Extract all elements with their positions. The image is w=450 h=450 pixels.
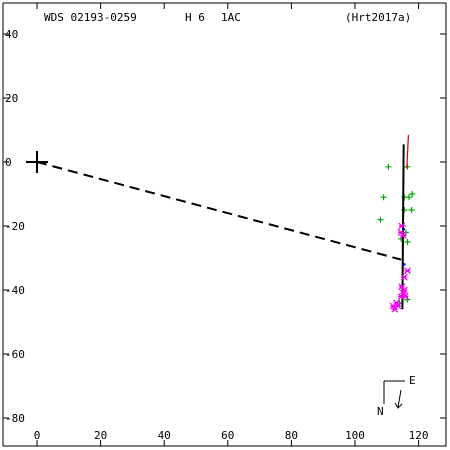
green-plus-point [377, 216, 384, 223]
magenta-x-point [399, 232, 407, 240]
header-ref: (Hrt2017a) [345, 11, 411, 24]
red-segment [406, 134, 410, 169]
green-plus-point [406, 194, 413, 201]
magenta-x-point [391, 305, 399, 313]
plot-frame [2, 2, 447, 447]
x-tick-label: 20 [94, 429, 107, 442]
x-tick-labels: 0 20 40 60 80 100 120 [34, 429, 429, 442]
compass-north-label: N [377, 405, 384, 418]
chart-series [26, 134, 416, 313]
x-tick-label: 0 [34, 429, 41, 442]
x-tick-label: 80 [285, 429, 298, 442]
y-tick-label: 0 [5, 156, 12, 169]
y-tick-label: -40 [5, 284, 25, 297]
magenta-x-point [397, 228, 405, 236]
header-ac: 1AC [221, 11, 241, 24]
compass-icon: E N [377, 374, 416, 418]
y-tick-label: -20 [5, 220, 25, 233]
compass-east-label: E [409, 374, 416, 387]
plot-border [2, 2, 447, 447]
green-plus-point [404, 296, 411, 303]
axis-ticks [3, 3, 446, 446]
green-plus-point [404, 239, 411, 245]
y-tick-labels: 40 20 0 -20 -40 -60 -80 [5, 28, 25, 425]
green-plus-point [380, 194, 387, 201]
x-tick-label: 60 [221, 429, 234, 442]
magenta-x-point [400, 273, 408, 281]
green-plus-point [385, 163, 392, 170]
green-plus-point [409, 191, 416, 197]
y-tick-label: 40 [5, 28, 18, 41]
y-tick-label: -60 [5, 348, 25, 361]
y-tick-label: 20 [5, 92, 18, 105]
header-wds: WDS 02193-0259 [44, 11, 137, 24]
header-h: H 6 [185, 11, 205, 24]
dashed-line [36, 161, 402, 261]
magenta-x-point [401, 292, 409, 300]
magenta-x-point [404, 267, 411, 275]
x-tick-label: 100 [345, 429, 365, 442]
blue-dot-point [402, 263, 406, 266]
green-plus-point [408, 207, 415, 213]
x-tick-label: 120 [409, 429, 429, 442]
y-tick-label: -80 [5, 412, 25, 425]
magenta-x-point [399, 289, 407, 297]
x-tick-label: 40 [158, 429, 171, 442]
blue-dot-point [402, 227, 405, 231]
